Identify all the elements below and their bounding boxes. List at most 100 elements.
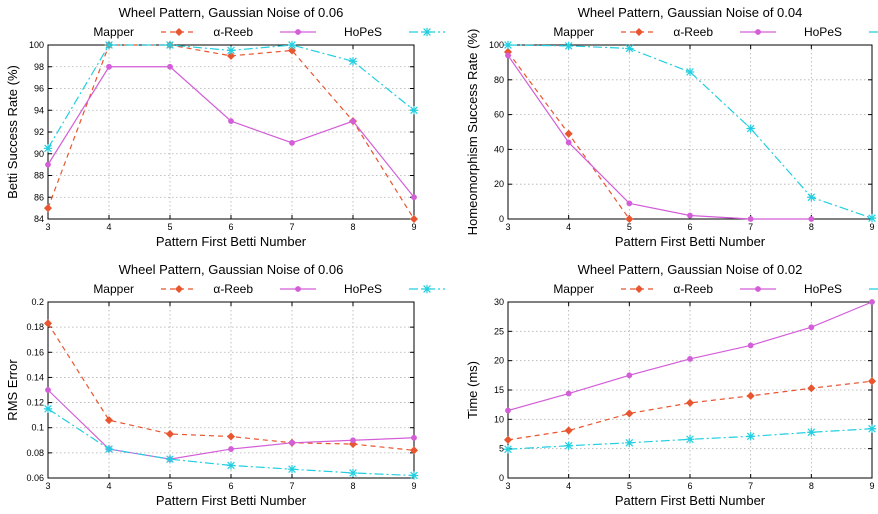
y-tick-label: 0 xyxy=(499,473,504,483)
data-point xyxy=(411,434,417,441)
data-point xyxy=(505,52,511,59)
y-tick-label: 10 xyxy=(494,414,504,424)
x-axis-label: Pattern First Betti Number xyxy=(156,493,307,508)
y-tick-label: 5 xyxy=(499,444,504,454)
legend-marker xyxy=(422,284,432,294)
data-point xyxy=(746,432,755,441)
y-tick-label: 0.1 xyxy=(31,423,44,433)
data-point xyxy=(625,44,634,53)
legend-marker xyxy=(755,286,761,292)
x-tick-label: 7 xyxy=(748,222,753,232)
data-point xyxy=(685,67,695,77)
x-tick-label: 7 xyxy=(289,222,294,232)
x-tick-label: 9 xyxy=(411,222,416,232)
y-tick-label: 0.12 xyxy=(26,398,44,408)
x-tick-label: 5 xyxy=(167,222,172,232)
x-tick-label: 4 xyxy=(106,481,111,491)
data-point xyxy=(565,139,572,146)
legend-label: HoPeS xyxy=(344,25,382,39)
x-tick-label: 6 xyxy=(228,481,233,491)
legend-marker xyxy=(634,284,644,294)
data-point xyxy=(625,214,634,224)
series-1 xyxy=(503,377,877,444)
data-point xyxy=(687,212,693,219)
legend-entry-3: HoPeS xyxy=(344,25,445,39)
data-point xyxy=(165,40,175,50)
data-point xyxy=(565,390,572,397)
chart-title: Wheel Pattern, Gaussian Noise of 0.02 xyxy=(578,262,803,277)
data-point xyxy=(165,429,175,439)
data-point xyxy=(687,356,693,362)
x-tick-label: 8 xyxy=(809,481,814,491)
legend-label: α-Reeb xyxy=(673,282,713,296)
y-tick-label: 0.2 xyxy=(31,297,44,307)
legend-label: α-Reeb xyxy=(213,25,253,39)
data-point xyxy=(226,51,236,60)
legend-label: Mapper xyxy=(93,25,134,39)
series-2 xyxy=(505,52,815,222)
x-tick-label: 7 xyxy=(289,481,294,491)
series-3 xyxy=(503,40,877,223)
y-tick-label: 30 xyxy=(494,297,504,307)
data-point xyxy=(807,428,816,437)
x-tick-label: 6 xyxy=(687,481,692,491)
y-tick-label: 25 xyxy=(494,326,504,336)
data-point xyxy=(106,63,112,70)
chart-title: Wheel Pattern, Gaussian Noise of 0.06 xyxy=(119,5,344,20)
y-tick-label: 0.08 xyxy=(26,448,44,458)
x-tick-label: 8 xyxy=(350,481,355,491)
series-2 xyxy=(45,387,417,463)
legend-label: α-Reeb xyxy=(673,25,713,39)
data-point xyxy=(869,299,875,305)
x-tick-label: 3 xyxy=(45,481,50,491)
series-3 xyxy=(43,40,419,153)
data-point xyxy=(409,106,419,115)
y-tick-label: 40 xyxy=(494,144,504,154)
x-tick-label: 9 xyxy=(869,481,874,491)
data-point xyxy=(867,377,877,386)
legend-label: HoPeS xyxy=(804,282,842,296)
legend-marker xyxy=(422,27,432,37)
y-tick-label: 100 xyxy=(489,40,504,50)
data-point xyxy=(43,204,53,213)
data-point xyxy=(226,46,236,55)
y-tick-label: 96 xyxy=(34,84,44,94)
data-point xyxy=(350,437,356,444)
data-point xyxy=(226,461,236,470)
series-2 xyxy=(45,63,417,201)
y-axis-label: RMS Error xyxy=(5,359,20,421)
data-point xyxy=(287,40,297,50)
x-tick-label: 5 xyxy=(627,222,632,232)
data-point xyxy=(626,372,633,379)
data-point xyxy=(685,398,695,407)
data-point xyxy=(287,46,297,55)
data-point xyxy=(226,432,236,441)
data-point xyxy=(503,40,513,50)
data-point xyxy=(348,468,358,478)
legend-marker xyxy=(295,286,301,292)
series-2 xyxy=(505,299,875,414)
legend-label: Mapper xyxy=(553,25,594,39)
x-axis-label: Pattern First Betti Number xyxy=(615,493,766,508)
legend-entry-3: HoPeS xyxy=(804,282,878,296)
legend-marker xyxy=(174,27,184,37)
data-point xyxy=(746,391,755,400)
y-tick-label: 20 xyxy=(494,179,504,189)
data-point xyxy=(564,129,573,138)
y-tick-label: 0 xyxy=(499,214,504,224)
plot-frame xyxy=(47,44,415,220)
legend-entry-1: Mapper xyxy=(553,25,657,39)
series-line xyxy=(47,44,415,220)
data-point xyxy=(747,216,754,222)
data-point xyxy=(625,438,634,447)
x-tick-label: 4 xyxy=(566,222,571,232)
legend-label: Mapper xyxy=(93,282,134,296)
data-point xyxy=(409,471,419,480)
data-point xyxy=(503,435,513,444)
y-axis-label: Homeomorphism Success Rate (%) xyxy=(465,29,480,236)
y-tick-label: 0.14 xyxy=(26,372,44,382)
data-point xyxy=(626,200,633,207)
x-tick-label: 9 xyxy=(411,481,416,491)
data-point xyxy=(409,446,419,455)
data-point xyxy=(289,439,295,446)
